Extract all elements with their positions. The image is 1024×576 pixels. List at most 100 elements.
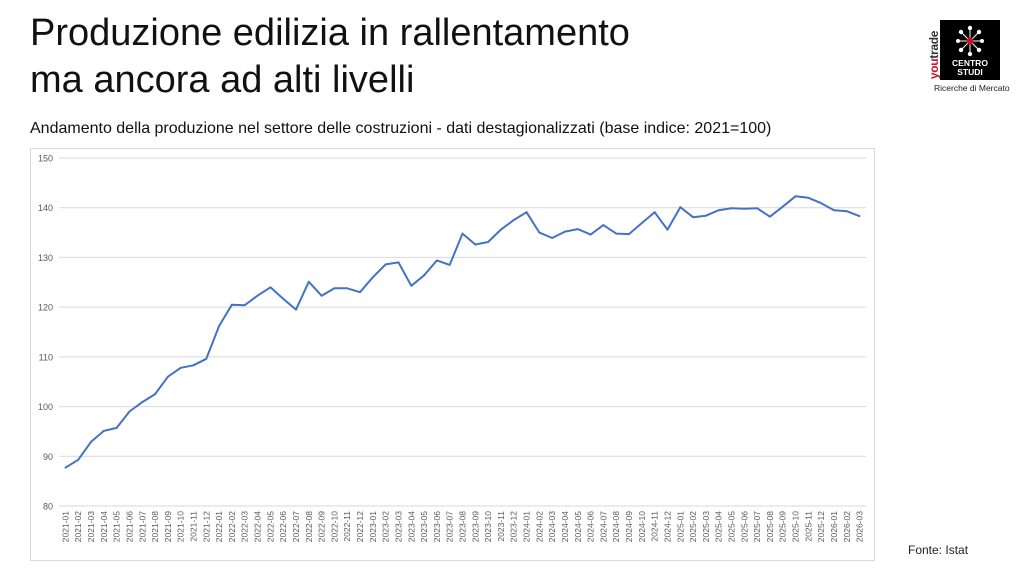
data-point	[833, 209, 835, 212]
x-tick-label: 2022-06	[278, 511, 288, 542]
x-tick-label: 2022-05	[265, 511, 275, 542]
x-tick-label: 2024-01	[522, 511, 532, 542]
logo-line-1: CENTRO	[952, 58, 988, 68]
data-point	[525, 211, 528, 214]
y-tick-label: 140	[38, 203, 53, 213]
data-point	[423, 274, 425, 277]
data-point	[320, 294, 323, 297]
x-tick-label: 2022-12	[355, 511, 365, 542]
data-point	[487, 241, 490, 243]
network-icon	[956, 25, 984, 57]
x-tick-label: 2021-02	[73, 511, 83, 542]
data-point	[282, 297, 285, 300]
data-point	[179, 366, 182, 369]
x-tick-label: 2023-04	[406, 511, 416, 542]
y-tick-label: 110	[39, 352, 53, 362]
x-tick-label: 2023-01	[368, 511, 378, 542]
data-point	[717, 209, 720, 212]
x-tick-label: 2021-06	[124, 511, 134, 542]
x-tick-label: 2023-07	[445, 511, 455, 542]
y-tick-label: 90	[43, 452, 53, 462]
x-tick-label: 2021-11	[189, 511, 199, 542]
x-tick-label: 2025-02	[688, 511, 698, 542]
logo-line-2: STUDI	[957, 67, 983, 77]
x-tick-label: 2022-02	[227, 511, 237, 542]
x-tick-label: 2023-06	[432, 511, 442, 542]
data-point	[371, 276, 374, 279]
x-tick-label: 2021-01	[60, 511, 70, 542]
data-point	[333, 287, 336, 290]
data-point	[692, 216, 694, 219]
x-tick-label: 2025-10	[791, 511, 801, 542]
data-point	[858, 215, 861, 218]
source-note: Fonte: Istat	[908, 543, 969, 557]
data-point	[653, 211, 656, 214]
x-tick-label: 2022-11	[342, 511, 352, 542]
data-point	[794, 195, 797, 198]
x-tick-label: 2024-02	[534, 511, 544, 542]
data-point	[410, 284, 413, 287]
x-tick-label: 2024-06	[586, 511, 596, 542]
x-tick-label: 2024-11	[650, 511, 660, 542]
data-point	[640, 222, 643, 225]
data-point	[435, 259, 438, 262]
x-tick-label: 2025-05	[727, 511, 737, 542]
logo-tagline: Ricerche di Mercato	[934, 83, 1010, 93]
y-tick-label: 100	[38, 402, 53, 412]
x-tick-label: 2021-07	[137, 511, 147, 542]
y-tick-label: 120	[38, 303, 53, 313]
data-point	[384, 263, 387, 266]
x-tick-label: 2021-10	[176, 511, 186, 542]
x-tick-label: 2025-12	[816, 511, 826, 542]
title-line-1: Produzione edilizia in rallentamento	[30, 12, 630, 54]
data-point	[128, 410, 131, 413]
data-point	[166, 375, 169, 378]
data-point	[295, 308, 297, 311]
data-point	[269, 286, 272, 289]
title-line-2: ma ancora ad alti livelli	[30, 59, 415, 101]
x-tick-label: 2023-10	[483, 511, 493, 542]
data-point	[102, 430, 105, 432]
x-tick-label: 2021-04	[99, 511, 109, 542]
data-point	[551, 237, 554, 239]
data-point	[90, 440, 92, 443]
x-tick-label: 2025-08	[765, 511, 775, 542]
x-tick-label: 2025-03	[701, 511, 711, 542]
chart-subtitle: Andamento della produzione nel settore d…	[30, 120, 772, 137]
data-point	[679, 206, 682, 209]
x-tick-label: 2022-09	[317, 511, 327, 542]
x-tick-label: 2023-09	[470, 511, 480, 542]
x-tick-label: 2021-12	[201, 511, 211, 542]
data-point	[192, 364, 195, 367]
x-tick-label: 2021-09	[163, 511, 173, 542]
data-point	[704, 214, 707, 217]
x-tick-label: 2023-02	[381, 511, 391, 542]
data-point	[512, 219, 515, 222]
x-tick-label: 2026-01	[829, 511, 839, 542]
x-tick-label: 2022-04	[253, 511, 263, 542]
x-tick-label: 2026-02	[842, 511, 852, 542]
data-point	[461, 232, 464, 235]
x-tick-label: 2026-03	[855, 511, 865, 542]
y-tick-label: 80	[43, 502, 53, 512]
data-point	[231, 303, 233, 306]
page-title: Produzione edilizia in rallentamento ma …	[30, 10, 630, 104]
data-point	[64, 466, 67, 469]
data-point	[205, 357, 208, 360]
x-tick-label: 2024-03	[547, 511, 557, 542]
data-point	[346, 287, 349, 290]
data-point	[141, 401, 144, 403]
data-point	[820, 202, 823, 205]
x-tick-label: 2024-08	[611, 511, 621, 542]
x-tick-label: 2023-03	[393, 511, 403, 542]
data-point	[154, 393, 156, 396]
x-tick-label: 2024-04	[560, 511, 570, 542]
centro-studi-logo: youtrade CENTRO STUDI Ricerche di Mercat…	[922, 18, 1010, 100]
x-tick-label: 2024-10	[637, 511, 647, 542]
x-tick-label: 2025-11	[803, 511, 813, 542]
data-point	[115, 427, 118, 429]
x-tick-label: 2024-09	[624, 511, 634, 542]
data-point	[448, 263, 451, 266]
data-point	[845, 210, 848, 213]
